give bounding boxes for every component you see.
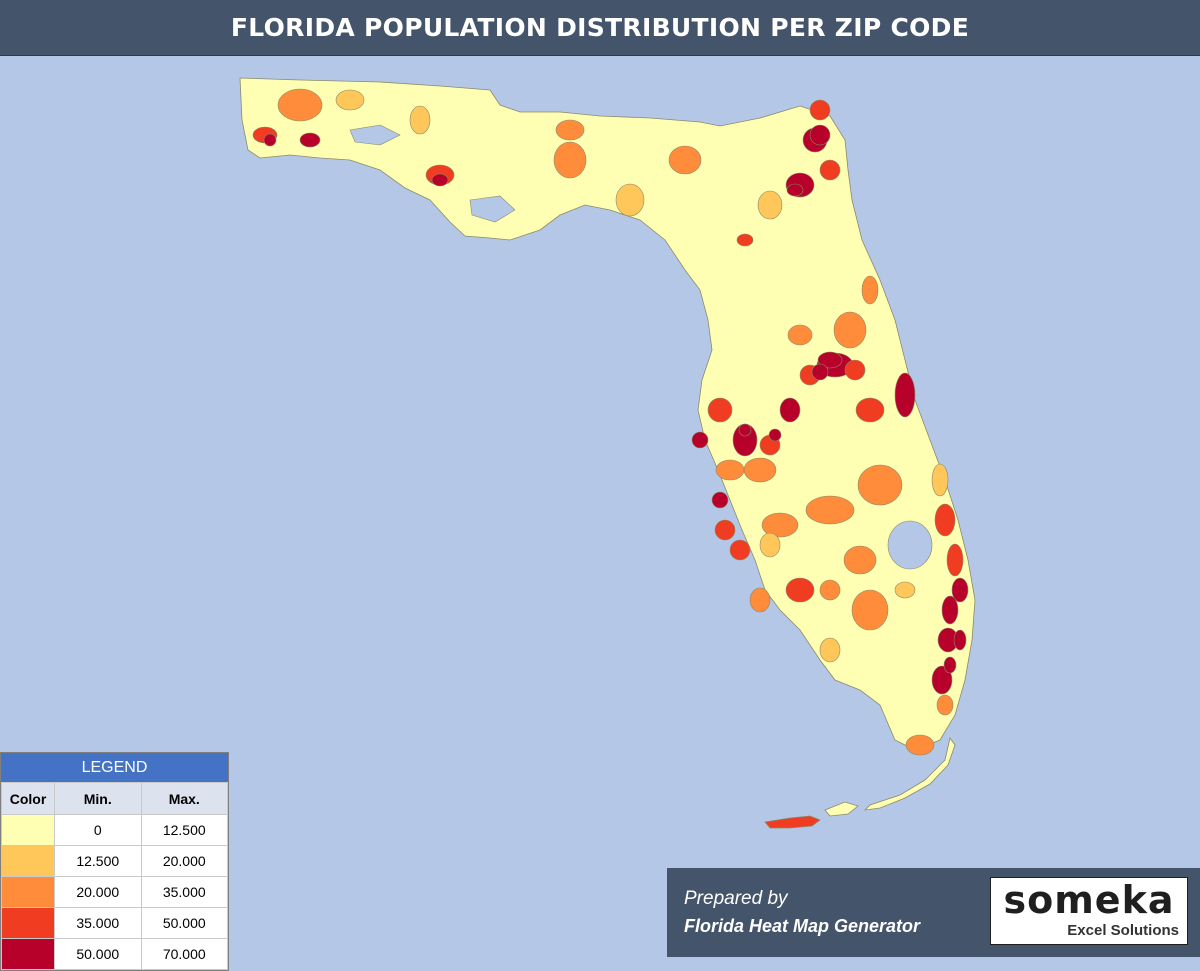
- legend-swatch: [1, 876, 55, 908]
- legend-min: 12.500: [54, 845, 142, 877]
- someka-logo[interactable]: someka Excel Solutions: [990, 877, 1188, 945]
- zip-region: [894, 581, 916, 599]
- zip-region: [946, 543, 964, 577]
- zip-region: [299, 132, 321, 148]
- zip-region: [736, 233, 754, 247]
- zip-region: [738, 423, 752, 437]
- zip-region: [761, 512, 799, 538]
- zip-region: [749, 587, 771, 613]
- legend-max: 50.000: [140, 907, 228, 939]
- florida-keys-outline: [863, 737, 956, 811]
- panhandle-bay: [349, 124, 401, 146]
- zip-region: [931, 665, 953, 695]
- legend-row: 0 12.500: [1, 814, 228, 846]
- key-west: [764, 815, 821, 829]
- legend-swatch: [1, 938, 55, 970]
- zip-region: [931, 463, 949, 497]
- zip-region: [768, 428, 782, 442]
- legend-panel: LEGEND Color Min. Max. 0 12.500 12.500 2…: [0, 752, 229, 971]
- zip-region: [757, 190, 783, 220]
- credit-panel: Prepared by Florida Heat Map Generator s…: [667, 868, 1200, 957]
- logo-tagline: Excel Solutions: [1067, 922, 1179, 939]
- legend-header-max: Max.: [140, 782, 228, 815]
- zip-region: [936, 694, 954, 716]
- legend-title: LEGEND: [1, 753, 228, 782]
- zip-region: [335, 89, 365, 111]
- zip-region: [819, 159, 841, 181]
- zip-region: [894, 372, 916, 418]
- zip-region: [786, 183, 804, 197]
- zip-region: [855, 397, 885, 423]
- legend-max: 70.000: [140, 938, 228, 970]
- zip-region: [811, 363, 829, 381]
- logo-text: someka: [1003, 878, 1175, 922]
- generator-name: Florida Heat Map Generator: [684, 916, 921, 936]
- zip-region: [555, 119, 585, 141]
- zip-region: [263, 133, 277, 147]
- zip-region: [819, 637, 841, 663]
- legend-min: 50.000: [54, 938, 142, 970]
- legend-swatch: [1, 814, 55, 846]
- zip-regions: [252, 88, 969, 756]
- map-title: FLORIDA POPULATION DISTRIBUTION PER ZIP …: [0, 0, 1200, 56]
- zip-region: [707, 397, 733, 423]
- legend-header-color: Color: [1, 782, 55, 815]
- zip-region: [861, 275, 879, 305]
- apalachee-bay: [469, 195, 516, 223]
- zip-region: [934, 503, 956, 537]
- prepared-by-text: Prepared by: [684, 888, 788, 909]
- zip-region: [691, 431, 709, 449]
- zip-region: [431, 173, 449, 187]
- legend-row: 50.000 70.000: [1, 938, 228, 970]
- zip-region: [668, 145, 702, 175]
- zip-region: [729, 539, 751, 561]
- zip-region: [833, 311, 867, 349]
- zip-region: [409, 105, 431, 135]
- zip-region: [277, 88, 323, 122]
- zip-region: [787, 324, 813, 346]
- legend-row: 35.000 50.000: [1, 907, 228, 939]
- zip-region: [817, 351, 843, 369]
- legend-swatch: [1, 845, 55, 877]
- legend-row: 20.000 35.000: [1, 876, 228, 908]
- zip-region: [714, 519, 736, 541]
- zip-region: [905, 734, 935, 756]
- zip-region: [819, 579, 841, 601]
- zip-region: [943, 656, 957, 674]
- legend-header-min: Min.: [54, 782, 142, 815]
- zip-region: [951, 577, 969, 603]
- legend-row: 12.500 20.000: [1, 845, 228, 877]
- zip-region: [941, 595, 959, 625]
- zip-region: [779, 397, 801, 423]
- zip-region: [805, 495, 855, 525]
- legend-min: 35.000: [54, 907, 142, 939]
- zip-region: [785, 577, 815, 603]
- lake-okeechobee: [887, 520, 933, 570]
- zip-region: [711, 491, 729, 509]
- legend-max: 20.000: [140, 845, 228, 877]
- zip-region: [615, 183, 645, 217]
- zip-region: [851, 589, 889, 631]
- zip-region: [843, 545, 877, 575]
- zip-region: [553, 141, 587, 179]
- legend-min: 20.000: [54, 876, 142, 908]
- zip-region: [857, 464, 903, 506]
- middle-keys: [824, 801, 859, 817]
- zip-region: [809, 124, 831, 146]
- florida-map: [239, 77, 976, 829]
- legend-min: 0: [54, 814, 142, 846]
- legend-swatch: [1, 907, 55, 939]
- zip-region: [809, 99, 831, 121]
- legend-table: Color Min. Max. 0 12.500 12.500 20.000 2…: [1, 782, 228, 970]
- legend-max: 12.500: [140, 814, 228, 846]
- legend-max: 35.000: [140, 876, 228, 908]
- zip-region: [844, 359, 866, 381]
- zip-region: [715, 459, 745, 481]
- zip-region: [759, 532, 781, 558]
- zip-region: [953, 629, 967, 651]
- zip-region: [743, 457, 777, 483]
